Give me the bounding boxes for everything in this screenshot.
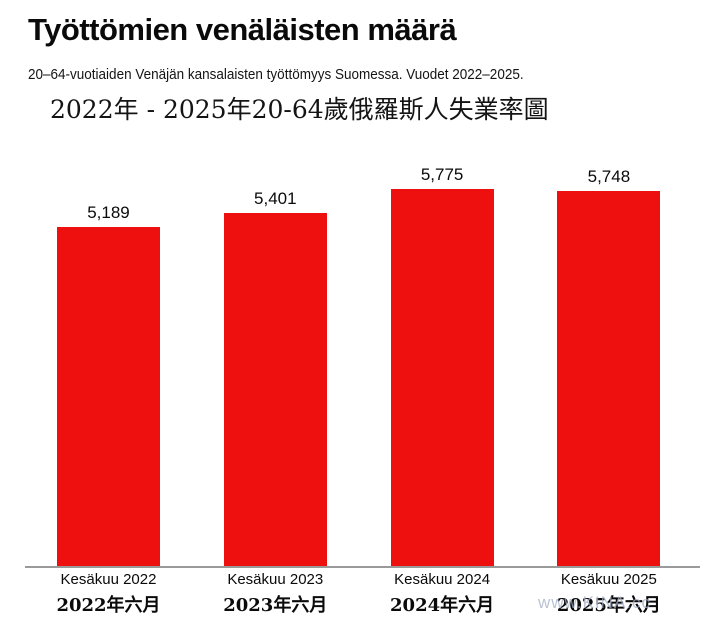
bar-value-label: 5,748 (587, 167, 631, 186)
watermark: www.KINA.cc (538, 593, 652, 612)
chart-title: Työttömien venäläisten määrä (28, 12, 457, 47)
bar (390, 189, 494, 566)
x-axis-line (25, 566, 700, 568)
bar (57, 227, 160, 566)
x-tick-label-zh: 2025年六月 (556, 595, 661, 616)
chart-subtitle: 20–64-vuotiaiden Venäjän kansalaisten ty… (28, 66, 524, 83)
chart-subtitle-zh: 2022年 - 2025年20-64歲俄羅斯人失業率圖 (50, 95, 549, 124)
x-tick-label-fi: Kesäkuu 2022 (60, 571, 157, 588)
x-tick-label-zh: 2022年六月 (56, 595, 161, 616)
x-tick-label-fi: Kesäkuu 2025 (560, 571, 657, 588)
bar (223, 213, 327, 566)
x-tick-label-zh: 2024年六月 (390, 595, 495, 616)
x-tick-label-zh: 2023年六月 (223, 595, 328, 616)
bar-value-label: 5,775 (420, 165, 464, 184)
x-tick-label-fi: Kesäkuu 2023 (227, 571, 324, 588)
x-tick-label-fi: Kesäkuu 2024 (394, 571, 491, 588)
bar-value-label: 5,189 (87, 203, 130, 222)
bar-value-label: 5,401 (254, 189, 297, 208)
bar (557, 191, 661, 566)
